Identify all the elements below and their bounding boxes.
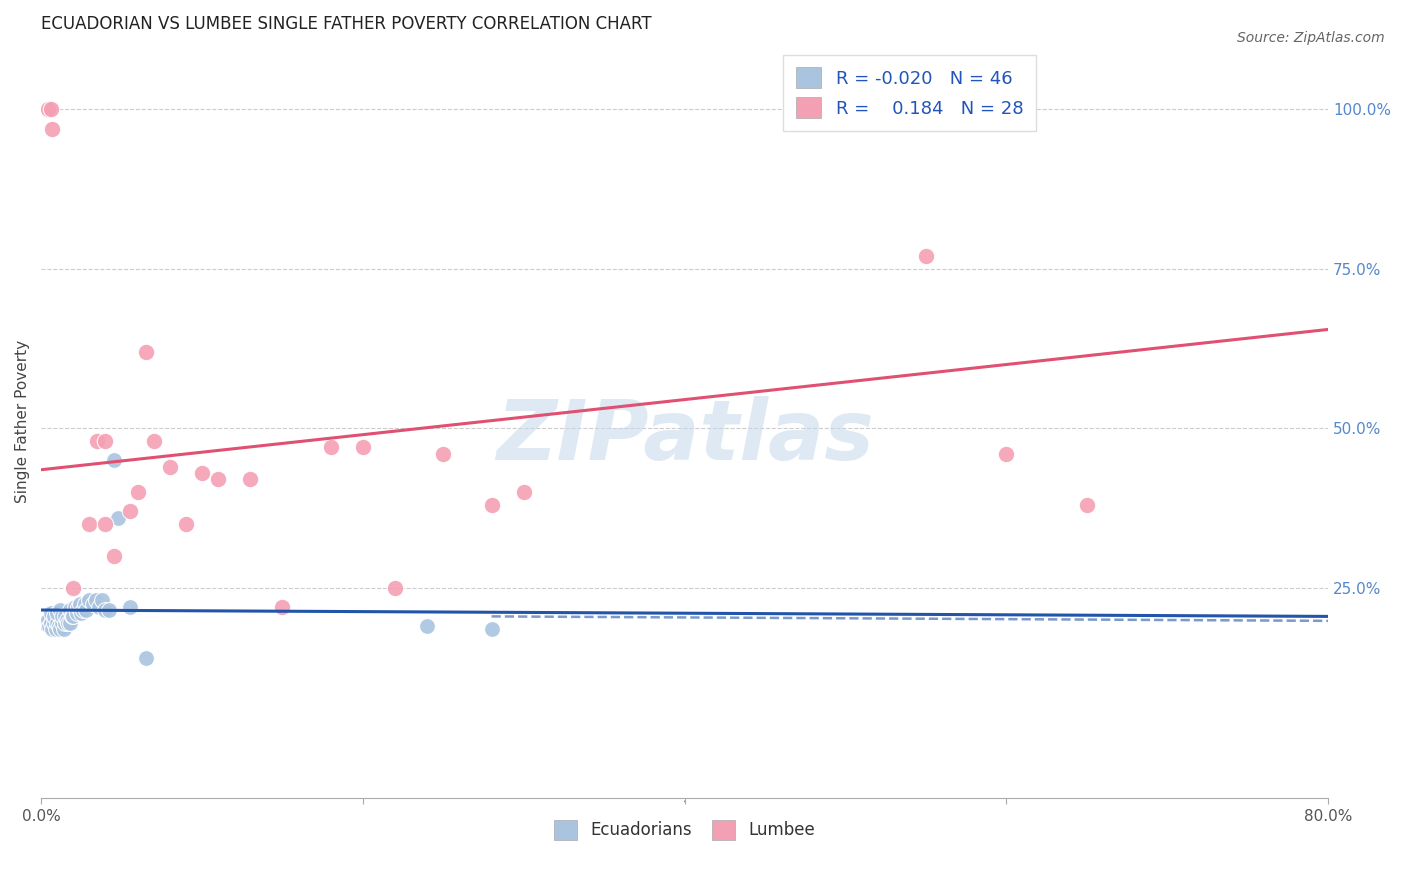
Point xyxy=(63,599,86,614)
Point xyxy=(51,615,73,630)
Point xyxy=(432,447,454,461)
Point xyxy=(86,434,108,448)
Point xyxy=(97,603,120,617)
Point xyxy=(70,606,93,620)
Point xyxy=(191,466,214,480)
Point xyxy=(62,581,84,595)
Point xyxy=(103,453,125,467)
Point xyxy=(53,615,76,630)
Point xyxy=(107,510,129,524)
Point xyxy=(118,599,141,614)
Point xyxy=(135,650,157,665)
Point xyxy=(207,472,229,486)
Point xyxy=(56,613,79,627)
Point xyxy=(79,516,101,531)
Point xyxy=(481,622,503,636)
Point xyxy=(94,434,117,448)
Point xyxy=(46,606,69,620)
Point xyxy=(39,606,62,620)
Point xyxy=(72,603,94,617)
Text: ZIPatlas: ZIPatlas xyxy=(496,396,873,477)
Point xyxy=(384,581,406,595)
Point xyxy=(91,593,114,607)
Point xyxy=(481,498,503,512)
Point xyxy=(135,344,157,359)
Point xyxy=(416,619,439,633)
Point xyxy=(37,613,59,627)
Point xyxy=(239,472,262,486)
Point xyxy=(48,619,70,633)
Point xyxy=(995,447,1018,461)
Point xyxy=(59,603,82,617)
Point xyxy=(127,485,149,500)
Text: ECUADORIAN VS LUMBEE SINGLE FATHER POVERTY CORRELATION CHART: ECUADORIAN VS LUMBEE SINGLE FATHER POVER… xyxy=(41,15,652,33)
Point xyxy=(159,459,181,474)
Point xyxy=(41,121,63,136)
Point xyxy=(319,441,342,455)
Point xyxy=(45,622,67,636)
Point xyxy=(82,597,104,611)
Text: Source: ZipAtlas.com: Source: ZipAtlas.com xyxy=(1237,31,1385,45)
Point xyxy=(513,485,536,500)
Point xyxy=(94,516,117,531)
Point xyxy=(53,609,76,624)
Point xyxy=(84,593,107,607)
Point xyxy=(174,516,197,531)
Point xyxy=(67,599,90,614)
Point xyxy=(34,615,56,630)
Point xyxy=(49,603,72,617)
Point xyxy=(59,615,82,630)
Point xyxy=(41,622,63,636)
Point xyxy=(58,615,80,630)
Point xyxy=(38,619,60,633)
Point xyxy=(39,103,62,117)
Legend: Ecuadorians, Lumbee: Ecuadorians, Lumbee xyxy=(547,814,823,847)
Point xyxy=(62,609,84,624)
Point xyxy=(142,434,165,448)
Point xyxy=(49,622,72,636)
Point xyxy=(103,549,125,563)
Point xyxy=(65,606,87,620)
Point xyxy=(1076,498,1098,512)
Point xyxy=(118,504,141,518)
Point xyxy=(94,603,117,617)
Point xyxy=(915,249,938,263)
Point xyxy=(51,609,73,624)
Point xyxy=(87,599,110,614)
Point xyxy=(352,441,374,455)
Point xyxy=(52,622,75,636)
Point xyxy=(37,103,59,117)
Point xyxy=(271,599,294,614)
Point xyxy=(73,597,96,611)
Point xyxy=(79,593,101,607)
Point xyxy=(75,603,97,617)
Point xyxy=(69,597,91,611)
Point xyxy=(39,615,62,630)
Point xyxy=(42,609,65,624)
Point xyxy=(46,615,69,630)
Y-axis label: Single Father Poverty: Single Father Poverty xyxy=(15,341,30,503)
Point xyxy=(42,615,65,630)
Point xyxy=(60,609,83,624)
